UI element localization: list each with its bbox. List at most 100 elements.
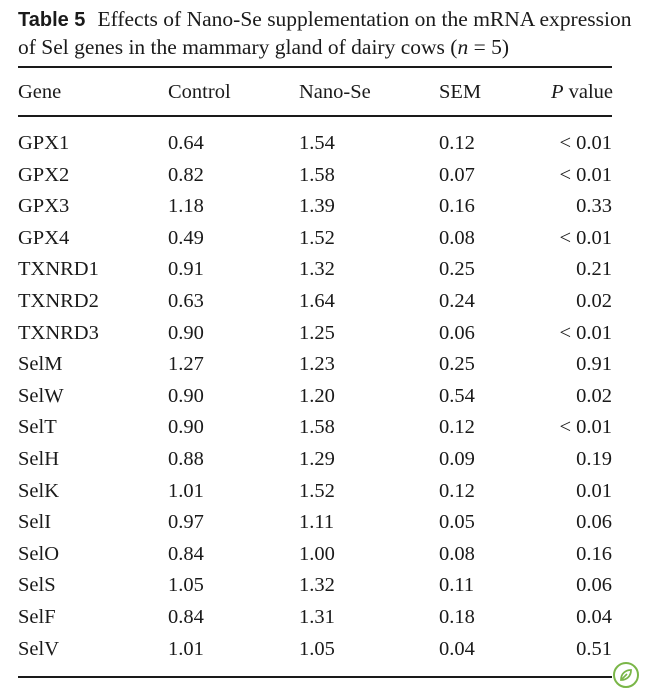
- header-p-value: P value: [551, 77, 613, 107]
- caption-text: Effects of Nano-Se supplementation on th…: [18, 7, 632, 59]
- caption-n-symbol: n: [457, 35, 469, 59]
- cell-gene: SelK: [18, 479, 59, 502]
- cell-nano-se: 1.64: [299, 290, 335, 312]
- table-row: GPX3 1.18 1.39 0.16 0.33: [0, 191, 647, 221]
- cell-sem: 0.12: [439, 479, 475, 502]
- table-header-rule: [18, 115, 612, 117]
- cell-gene: SelH: [18, 448, 59, 470]
- cell-nano-se: 1.05: [299, 637, 335, 660]
- header-control: Control: [168, 81, 231, 103]
- cell-p-value: 0.04: [576, 606, 612, 628]
- cell-gene: GPX3: [18, 195, 70, 218]
- header-nano-se: Nano-Se: [299, 81, 371, 103]
- cell-gene: SelT: [18, 416, 57, 439]
- table-row: SelF 0.84 1.31 0.18 0.04: [0, 602, 647, 632]
- cell-p-value: < 0.01: [559, 321, 612, 344]
- cell-control: 0.88: [168, 448, 204, 470]
- cell-control: 0.82: [168, 163, 204, 186]
- cell-control: 0.90: [168, 416, 204, 439]
- cell-gene: TXNRD2: [18, 290, 99, 312]
- cell-gene: TXNRD3: [18, 321, 99, 344]
- cell-sem: 0.11: [439, 574, 475, 597]
- cell-nano-se: 1.39: [299, 195, 335, 218]
- cell-p-value: 0.06: [576, 574, 612, 597]
- cell-nano-se: 1.25: [299, 321, 335, 344]
- cell-nano-se: 1.11: [299, 511, 335, 534]
- table-caption: Table 5 Effects of Nano-Se supplementatio…: [18, 6, 638, 61]
- table-row: SelI 0.97 1.11 0.05 0.06: [0, 507, 647, 537]
- cell-nano-se: 1.52: [299, 479, 335, 502]
- table-row: SelO 0.84 1.00 0.08 0.16: [0, 539, 647, 569]
- leaf-icon: [613, 662, 639, 688]
- cell-sem: 0.05: [439, 511, 475, 534]
- cell-sem: 0.25: [439, 258, 475, 281]
- header-p-symbol: P: [550, 81, 564, 103]
- cell-nano-se: 1.00: [299, 542, 335, 565]
- cell-nano-se: 1.32: [299, 258, 335, 281]
- cell-control: 0.90: [168, 384, 204, 407]
- table-row: SelT 0.90 1.58 0.12 < 0.01: [0, 412, 647, 442]
- header-p-word: value: [563, 81, 613, 103]
- cell-gene: SelO: [18, 542, 59, 565]
- cell-sem: 0.04: [439, 637, 475, 660]
- cell-sem: 0.16: [439, 195, 475, 218]
- cell-gene: SelM: [18, 353, 63, 376]
- cell-control: 1.27: [168, 353, 204, 376]
- cell-gene: SelI: [18, 511, 52, 534]
- cell-p-value: 0.51: [576, 637, 612, 660]
- cell-control: 0.64: [168, 132, 204, 154]
- cell-gene: GPX2: [18, 163, 70, 186]
- cell-nano-se: 1.32: [299, 574, 335, 597]
- cell-nano-se: 1.29: [299, 448, 335, 470]
- cell-nano-se: 1.20: [299, 384, 335, 407]
- cell-control: 0.49: [168, 226, 204, 249]
- cell-p-value: 0.21: [576, 258, 612, 281]
- cell-gene: SelW: [18, 384, 64, 407]
- leaf-icon-graphic: [620, 669, 632, 681]
- table-row: SelW 0.90 1.20 0.54 0.02: [0, 381, 647, 411]
- cell-p-value: 0.19: [576, 448, 612, 470]
- header-sem: SEM: [439, 81, 482, 103]
- cell-nano-se: 1.31: [299, 606, 335, 628]
- cell-sem: 0.18: [439, 606, 475, 628]
- cell-gene: GPX4: [18, 226, 70, 249]
- cell-p-value: < 0.01: [559, 163, 612, 186]
- table-row: SelK 1.01 1.52 0.12 0.01: [0, 476, 647, 506]
- cell-sem: 0.54: [439, 384, 475, 407]
- cell-sem: 0.24: [439, 290, 475, 312]
- cell-gene: TXNRD1: [18, 258, 99, 281]
- cell-p-value: < 0.01: [559, 132, 612, 154]
- cell-gene: SelV: [18, 637, 59, 660]
- table-row: SelV 1.01 1.05 0.04 0.51: [0, 634, 647, 664]
- cell-p-value: 0.01: [576, 479, 612, 502]
- cell-control: 1.05: [168, 574, 204, 597]
- header-gene: Gene: [18, 81, 62, 103]
- cell-control: 1.01: [168, 637, 204, 660]
- table-row: GPX1 0.64 1.54 0.12 < 0.01: [0, 128, 647, 158]
- cell-control: 0.84: [168, 606, 204, 628]
- table-top-rule: [18, 66, 612, 68]
- table-row: SelS 1.05 1.32 0.11 0.06: [0, 570, 647, 600]
- cell-nano-se: 1.23: [299, 353, 335, 376]
- cell-p-value: 0.02: [576, 384, 612, 407]
- cell-nano-se: 1.52: [299, 226, 335, 249]
- cell-p-value: 0.91: [576, 353, 612, 376]
- cell-p-value: < 0.01: [559, 226, 612, 249]
- cell-p-value: 0.16: [576, 542, 612, 565]
- cell-sem: 0.08: [439, 226, 475, 249]
- cell-control: 0.63: [168, 290, 204, 312]
- cell-control: 0.90: [168, 321, 204, 344]
- cell-gene: SelF: [18, 606, 56, 628]
- cell-sem: 0.09: [439, 448, 475, 470]
- table-row: TXNRD3 0.90 1.25 0.06 < 0.01: [0, 318, 647, 348]
- cell-control: 0.91: [168, 258, 204, 281]
- cell-p-value: 0.33: [576, 195, 612, 218]
- table-row: SelH 0.88 1.29 0.09 0.19: [0, 444, 647, 474]
- cell-p-value: < 0.01: [559, 416, 612, 439]
- cell-control: 1.01: [168, 479, 204, 502]
- table-row: TXNRD1 0.91 1.32 0.25 0.21: [0, 254, 647, 284]
- table-bottom-rule: [18, 676, 612, 678]
- table-header-row: Gene Control Nano-Se SEM P value: [0, 77, 647, 107]
- cell-control: 0.97: [168, 511, 204, 534]
